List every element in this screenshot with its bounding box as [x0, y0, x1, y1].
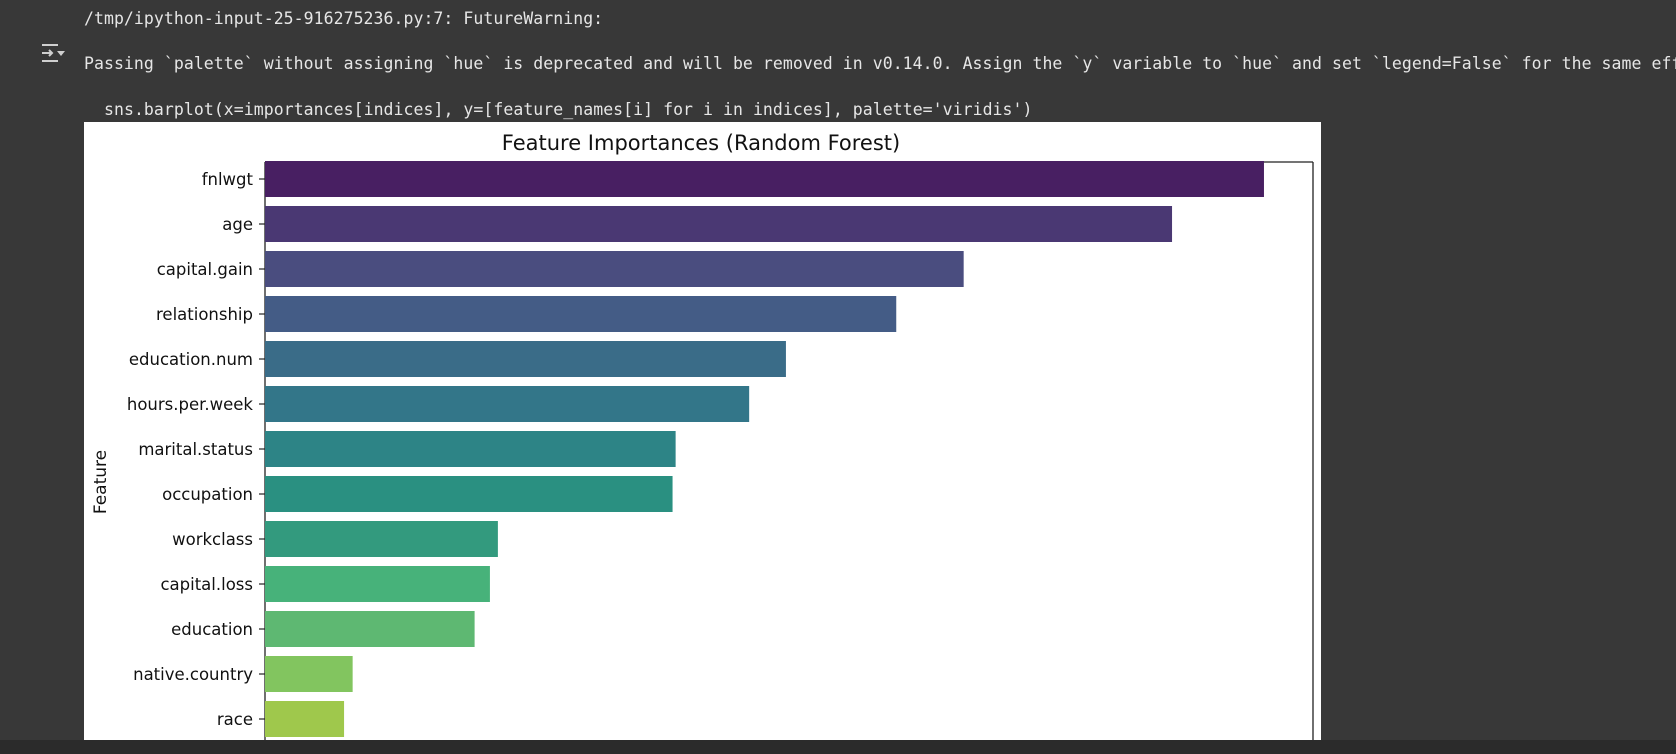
bar-age [265, 206, 1173, 242]
y-tick-label: capital.loss [160, 575, 253, 594]
bottom-strip [0, 740, 1676, 754]
y-tick-label: capital.gain [157, 260, 253, 279]
y-tick-label: occupation [162, 485, 253, 504]
y-tick-label: race [217, 710, 253, 729]
output-toggle-button[interactable] [36, 38, 68, 68]
bar-race [265, 701, 345, 737]
chart-title: Feature Importances (Random Forest) [501, 131, 901, 155]
y-tick-label: age [222, 215, 253, 234]
y-tick-label: native.country [133, 665, 253, 684]
bar-capital-gain [265, 251, 964, 287]
warning-line: /tmp/ipython-input-25-916275236.py:7: Fu… [84, 9, 604, 28]
y-tick-label: fnlwgt [202, 170, 254, 189]
y-tick-label: hours.per.week [127, 395, 254, 414]
y-tick-label: relationship [156, 305, 253, 324]
y-tick-label: workclass [172, 530, 253, 549]
bar-chart: Feature fnlwgt age capital.gain relationshi… [91, 161, 1314, 740]
output-toggle-icon [42, 44, 65, 62]
bar-occupation [265, 476, 673, 512]
bar-marital-status [265, 431, 676, 467]
bar-education [265, 611, 475, 647]
y-axis-label: Feature [91, 450, 111, 514]
bar-fnlwgt [265, 161, 1264, 197]
bar-workclass [265, 521, 498, 557]
y-tick-label: education [171, 620, 253, 639]
bar-native-country [265, 656, 353, 692]
bar-hours-per-week [265, 386, 750, 422]
y-tick-label: education.num [129, 350, 253, 369]
warning-message: Passing `palette` without assigning `hue… [84, 54, 1676, 73]
chart-figure: Feature Importances (Random Forest) Feat… [84, 122, 1321, 740]
y-tick-label: marital.status [138, 440, 253, 459]
bar-relationship [265, 296, 897, 332]
bar-capital-loss [265, 566, 490, 602]
bar-education-num [265, 341, 786, 377]
code-line: sns.barplot(x=importances[indices], y=[f… [104, 100, 1033, 119]
